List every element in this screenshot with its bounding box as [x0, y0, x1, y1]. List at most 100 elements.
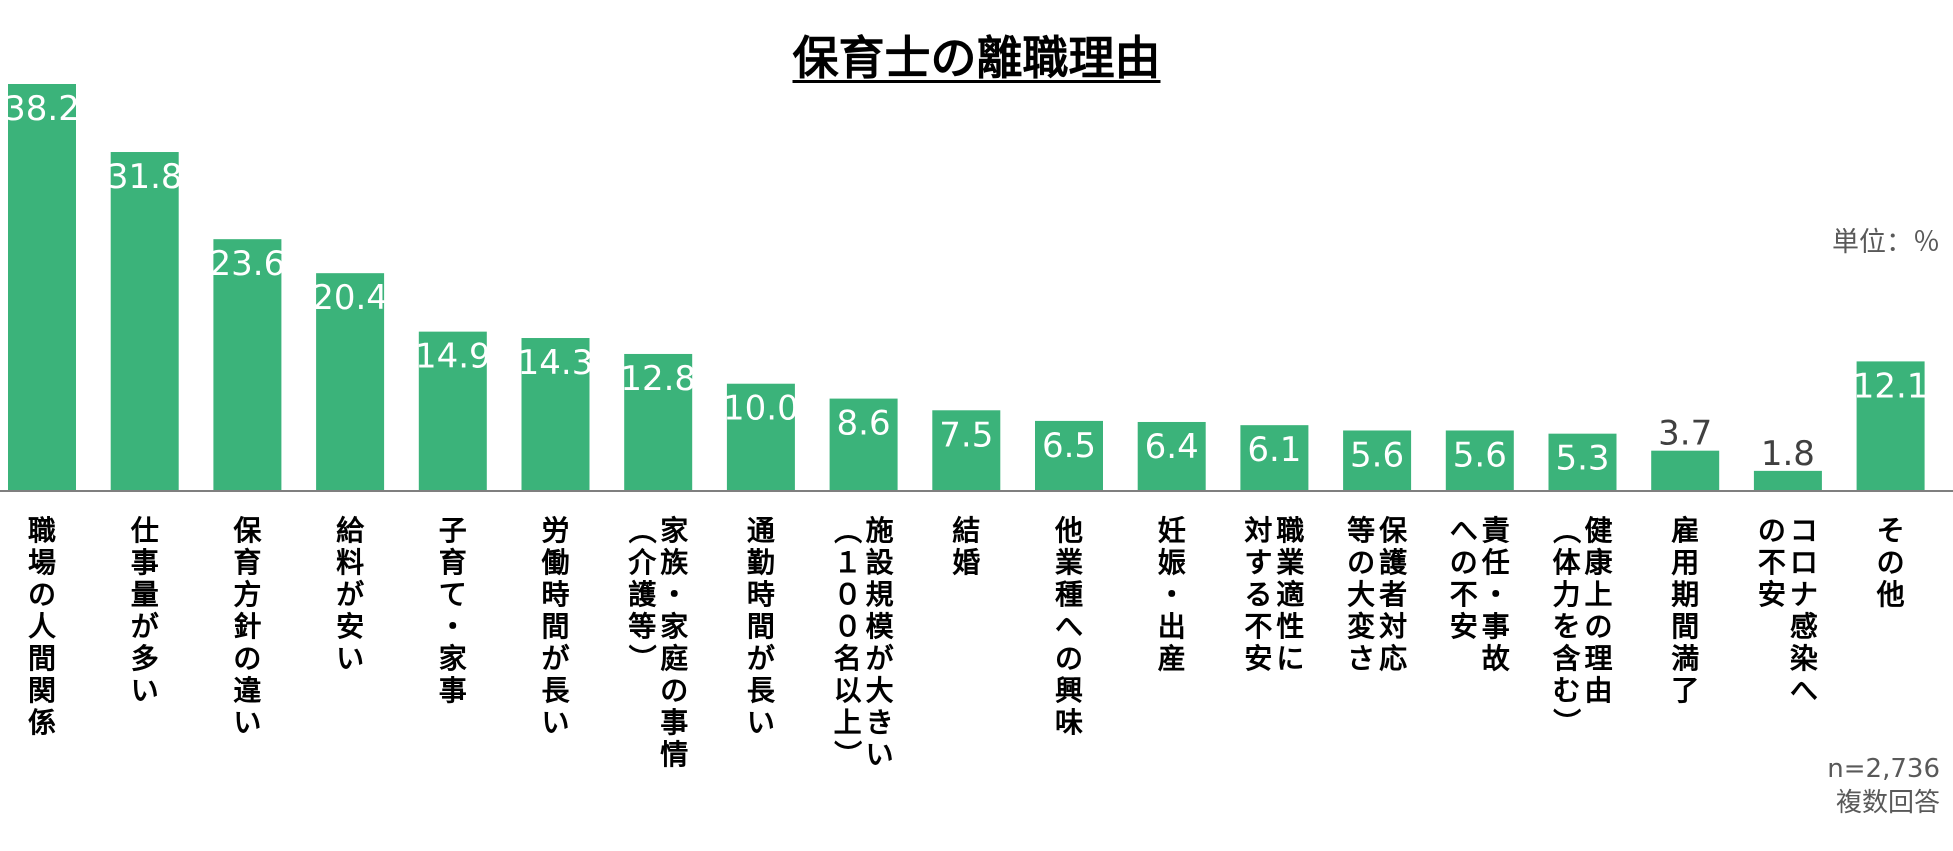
bar — [1753, 470, 1822, 490]
value-label: 23.6 — [210, 244, 286, 284]
category-label: その他 — [1876, 514, 1905, 611]
category-label-char: （ — [831, 516, 864, 544]
category-label-char: 保 — [1379, 514, 1408, 547]
category-label-char: の — [1055, 642, 1083, 675]
category-label-char: す — [1244, 546, 1272, 579]
category-label-char: を — [1552, 610, 1580, 643]
category-label-char: 労 — [541, 514, 569, 547]
bar — [213, 239, 282, 490]
value-label: 5.3 — [1555, 439, 1609, 479]
category-label-char: に — [1276, 642, 1304, 675]
category-label-char: 介 — [627, 546, 657, 579]
category-label-char: 安 — [1244, 642, 1272, 675]
bar — [521, 338, 590, 490]
category-label-char: 業 — [1055, 546, 1083, 579]
category-label-char: 大 — [866, 674, 894, 707]
category-label-char: が — [541, 642, 569, 675]
category-label-char: が — [131, 610, 159, 643]
category-label-char: 係 — [28, 706, 56, 739]
category-label-char: ） — [1550, 708, 1583, 736]
bar — [1445, 430, 1514, 490]
bars-layer: 38.2 31.8 23.6 20.4 14.9 14.3 12.8 10.0 8.6 7.5 6.… — [4, 84, 1928, 490]
category-label-char: 力 — [1552, 578, 1580, 611]
value-label: 12.8 — [620, 359, 696, 399]
sample-size: n=2,736 — [1827, 754, 1940, 784]
category-label-char: 間 — [747, 610, 775, 643]
category-label-char: 職 — [28, 514, 56, 547]
category-label-char: ナ — [1790, 578, 1818, 611]
category-label-char: ロ — [1790, 546, 1818, 579]
category-label-char: 仕 — [130, 514, 159, 547]
bar — [1548, 433, 1617, 490]
category-label-char: 家 — [660, 514, 688, 547]
bar — [8, 84, 76, 490]
category-label-char: 妊 — [1158, 514, 1186, 547]
category-label-char: い — [747, 706, 775, 739]
category-label-char: 事 — [131, 546, 159, 579]
chart-note: n=2,736 複数回答 — [1780, 752, 1940, 820]
category-label-char: 給 — [336, 514, 365, 547]
category-label-char: 族 — [660, 546, 689, 579]
category-label-char: 間 — [541, 610, 569, 643]
category-label-char: 者 — [1379, 578, 1407, 611]
category-label-char: の — [233, 642, 261, 675]
value-label: 5.6 — [1453, 435, 1507, 475]
category-label-char: 等 — [628, 610, 656, 643]
category-label-char: 適 — [1276, 578, 1304, 611]
category-label-char: 体 — [1552, 546, 1581, 579]
value-label: 5.6 — [1350, 435, 1404, 475]
category-label-char: へ — [1450, 514, 1478, 547]
category-label: 妊娠・出産 — [1158, 514, 1186, 675]
category-label-char: 模 — [866, 610, 895, 643]
category-label-char: 設 — [866, 546, 895, 579]
category-label-char: 由 — [1584, 674, 1612, 707]
category-label-char: の — [28, 578, 56, 611]
bar — [829, 398, 898, 490]
category-label-char: 間 — [1671, 610, 1699, 643]
category-label-char: 興 — [1055, 674, 1083, 707]
value-label: 3.7 — [1658, 414, 1712, 454]
category-label-char: 人 — [28, 610, 56, 643]
value-label: 7.5 — [939, 415, 993, 455]
category-label-char: 理 — [1584, 642, 1612, 675]
category-label-char: 対 — [1244, 514, 1272, 547]
category-label-char: が — [336, 578, 364, 611]
category-label-char: 時 — [747, 578, 775, 611]
unit-label: 単位：％ — [1832, 227, 1940, 258]
category-label-char: 対 — [1379, 610, 1407, 643]
category-label-char: 名 — [834, 642, 862, 675]
category-label-char: 職 — [1276, 514, 1304, 547]
category-label-char: の — [1450, 546, 1478, 579]
category-labels-layer: 職場の人間関係仕事量が多い保育方針の違い給料が安い子育て・家事労働時間が長い家族… — [28, 514, 1905, 771]
value-label: 14.9 — [415, 337, 491, 377]
category-label-char: の — [1584, 610, 1612, 643]
value-label: 20.4 — [312, 278, 388, 318]
category-label-char: １ — [834, 546, 862, 579]
category-label-char: 料 — [336, 546, 364, 579]
category-label-char: 責 — [1482, 514, 1510, 547]
category-label-char: 応 — [1379, 642, 1407, 675]
category-label-char: の — [1347, 546, 1375, 579]
category-label-char: が — [866, 642, 894, 675]
category-label-char: （ — [625, 516, 658, 544]
category-label-char: 他 — [1054, 514, 1083, 547]
category-label-char: さ — [1347, 642, 1375, 675]
category-label-char: 不 — [1758, 546, 1786, 579]
bar — [316, 273, 385, 490]
category-label-char: 結 — [952, 514, 980, 547]
category-label-char: 護 — [1379, 546, 1408, 579]
category-label-char: 変 — [1347, 610, 1375, 643]
category-label-char: 不 — [1244, 610, 1272, 643]
category-label-char: 他 — [1876, 578, 1905, 611]
bar — [932, 410, 1001, 490]
category-label-char: 間 — [28, 642, 56, 675]
category-label-char: コ — [1790, 514, 1818, 547]
category-label-char: 安 — [1450, 610, 1478, 643]
category-label-char: 庭 — [660, 642, 688, 675]
value-label: 8.6 — [837, 404, 891, 444]
